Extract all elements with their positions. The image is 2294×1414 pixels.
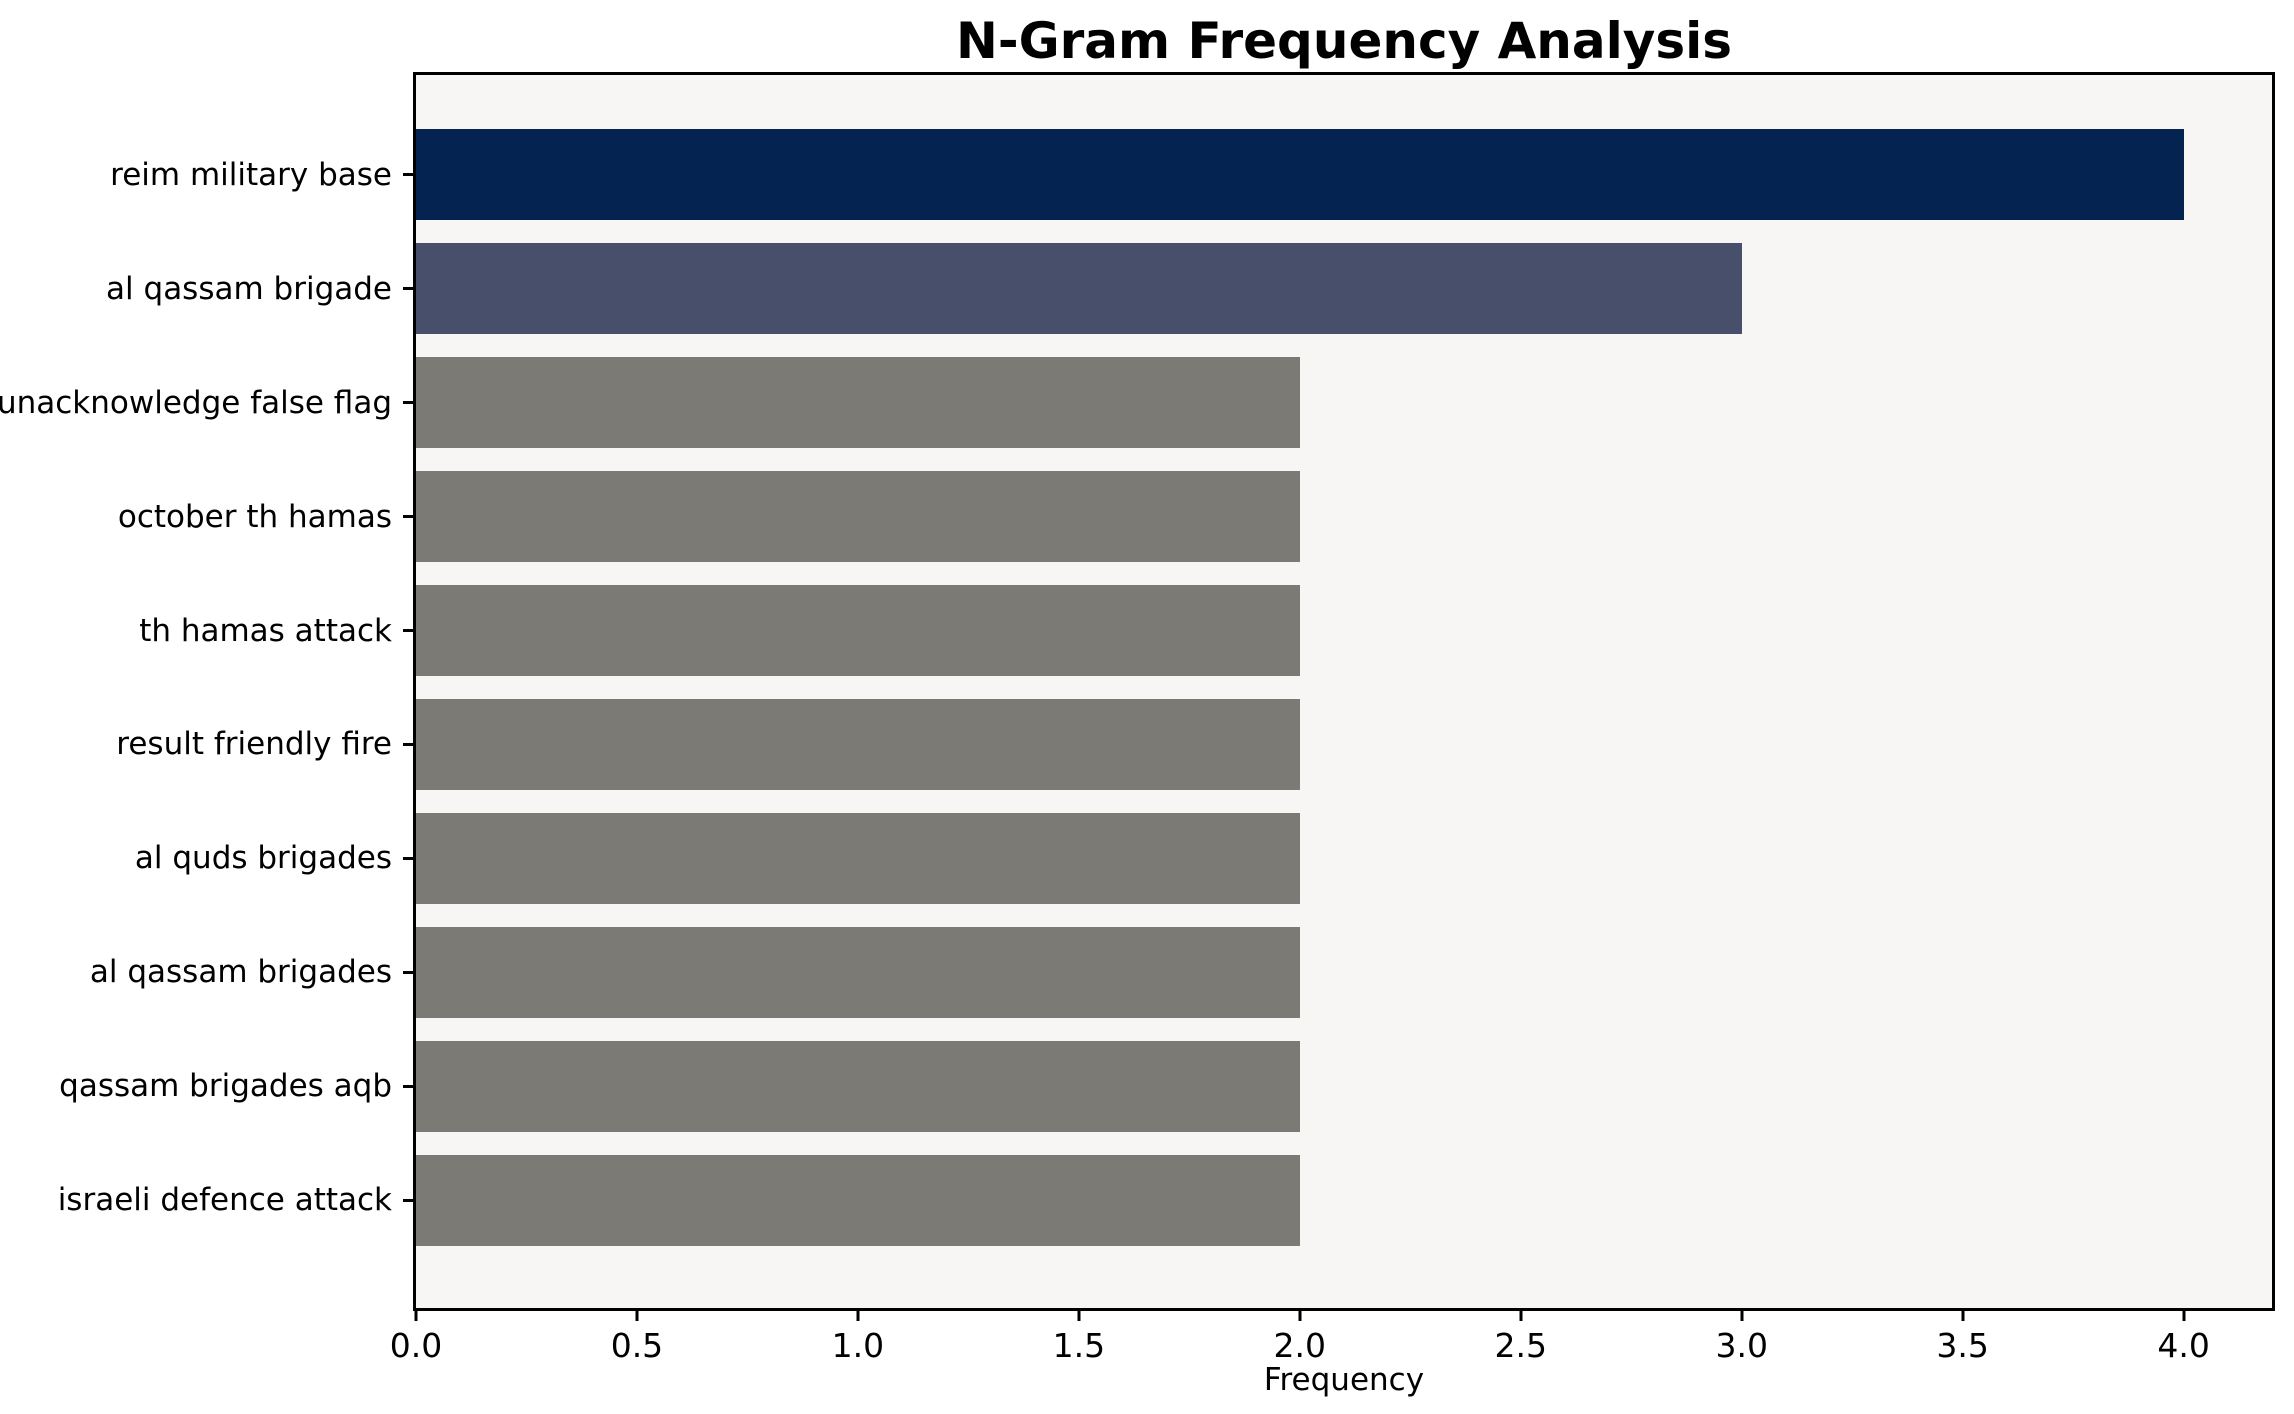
bar: [416, 1040, 1300, 1132]
x-tick-mark: [1298, 1311, 1302, 1321]
x-tick-label: 4.0: [2157, 1326, 2210, 1365]
y-tick-label: result friendly fire: [116, 726, 392, 763]
x-tick-mark: [2182, 1311, 2186, 1321]
y-tick-mark: [403, 287, 413, 291]
plot-area: reim military base al qassam brigade unack…: [0, 72, 2275, 1365]
x-axis-label: Frequency: [1263, 1362, 1425, 1398]
x-tick-label: 1.0: [831, 1326, 885, 1365]
chart-title: N-Gram Frequency Analysis: [955, 12, 1733, 70]
y-tick-mark: [403, 970, 413, 974]
x-tick-mark: [1077, 1311, 1081, 1321]
bar-row: al qassam brigade: [106, 232, 2272, 346]
x-tick-mark: [414, 1311, 418, 1321]
y-tick-mark: [403, 1084, 413, 1088]
bar: [416, 357, 1300, 449]
x-tick-mark: [1740, 1311, 1744, 1321]
x-tick-label: 2.0: [1273, 1326, 1327, 1365]
y-tick-mark: [403, 401, 413, 405]
y-tick-label: al quds brigades: [134, 840, 392, 877]
x-tick-label: 3.0: [1715, 1326, 1768, 1365]
x-tick-label: 1.5: [1052, 1326, 1106, 1365]
y-tick-label: israeli defence attack: [57, 1182, 392, 1219]
bar: [416, 1154, 1300, 1246]
y-tick-label: al qassam brigade: [106, 270, 392, 307]
bars-container: reim military base al qassam brigade unack…: [0, 75, 2272, 1308]
bar-row: th hamas attack: [139, 574, 2272, 688]
y-tick-mark: [403, 742, 413, 746]
x-tick-label: 0.0: [389, 1326, 443, 1365]
bar-row: israeli defence attack: [58, 1143, 2272, 1257]
x-tick-mark: [856, 1311, 860, 1321]
bar: [416, 129, 2184, 221]
y-tick-mark: [403, 515, 413, 519]
x-tick-label: 3.5: [1936, 1326, 1989, 1365]
x-tick-mark: [635, 1311, 639, 1321]
y-tick-label: october th hamas: [117, 498, 392, 535]
bar-row: october th hamas: [118, 460, 2272, 574]
y-tick-mark: [403, 1198, 413, 1202]
bar: [416, 471, 1300, 563]
bar-row: unacknowledge false flag: [0, 346, 2272, 460]
bar: [416, 243, 1742, 335]
y-tick-label: th hamas attack: [139, 612, 392, 649]
y-tick-label: unacknowledge false flag: [0, 384, 392, 421]
bar-row: qassam brigades aqb: [59, 1029, 2272, 1143]
x-tick-label: 2.5: [1494, 1326, 1547, 1365]
y-tick-label: al qassam brigades: [89, 954, 392, 991]
bar-row: al quds brigades: [135, 801, 2272, 915]
x-tick-mark: [1519, 1311, 1523, 1321]
y-tick-mark: [403, 629, 413, 633]
y-tick-mark: [403, 173, 413, 177]
bar: [416, 585, 1300, 677]
bar-row: reim military base: [110, 118, 2272, 232]
y-tick-mark: [403, 856, 413, 860]
bar-row: result friendly fire: [116, 688, 2272, 802]
x-tick-mark: [1961, 1311, 1965, 1321]
bar-row: al qassam brigades: [90, 915, 2272, 1029]
y-tick-label: qassam brigades aqb: [59, 1068, 392, 1105]
x-tick-label: 0.5: [610, 1326, 664, 1365]
y-tick-label: reim military base: [110, 156, 392, 193]
bar: [416, 812, 1300, 904]
bar: [416, 698, 1300, 790]
bar: [416, 926, 1300, 1018]
